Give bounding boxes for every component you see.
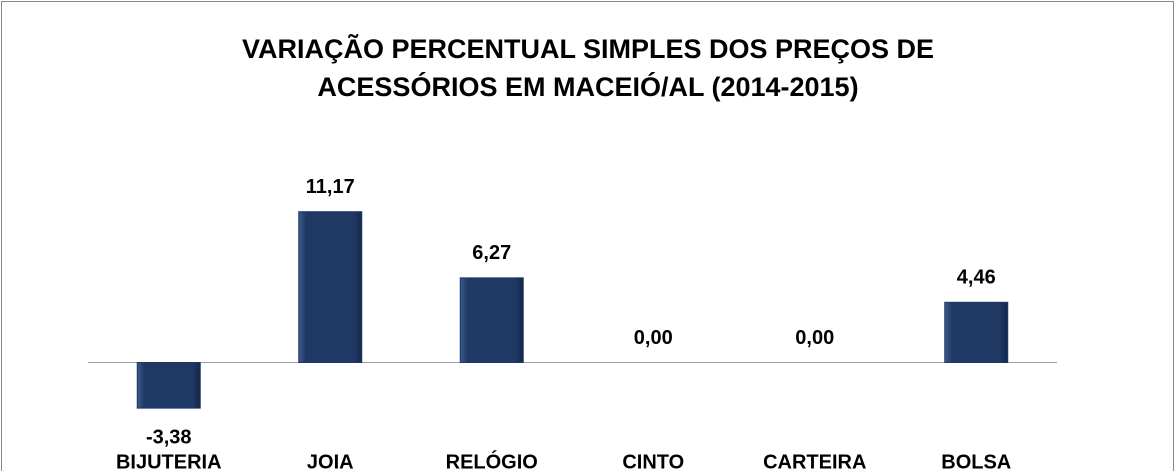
bar	[136, 362, 201, 409]
bar	[298, 211, 363, 363]
chart-title: ACESSÓRIOS EM MACEIÓ/AL (2014-2015)	[317, 71, 858, 102]
value-label: 11,17	[306, 176, 355, 198]
value-label: -3,38	[146, 426, 192, 448]
x-tick-label: CINTO	[622, 451, 684, 471]
value-label: 0,00	[795, 327, 834, 349]
x-tick-label: BOLSA	[941, 451, 1011, 471]
bar	[944, 301, 1009, 364]
value-label: 4,46	[957, 267, 996, 289]
x-tick-label: RELÓGIO	[446, 449, 538, 471]
value-label: 0,00	[634, 327, 673, 349]
x-tick-label: JOIA	[307, 451, 354, 471]
x-tick-label: BIJUTERIA	[116, 451, 222, 471]
x-tick-label: CARTEIRA	[763, 451, 866, 471]
chart-title: VARIAÇÃO PERCENTUAL SIMPLES DOS PREÇOS D…	[242, 33, 934, 64]
value-label: 6,27	[472, 242, 511, 264]
bar	[459, 277, 524, 364]
